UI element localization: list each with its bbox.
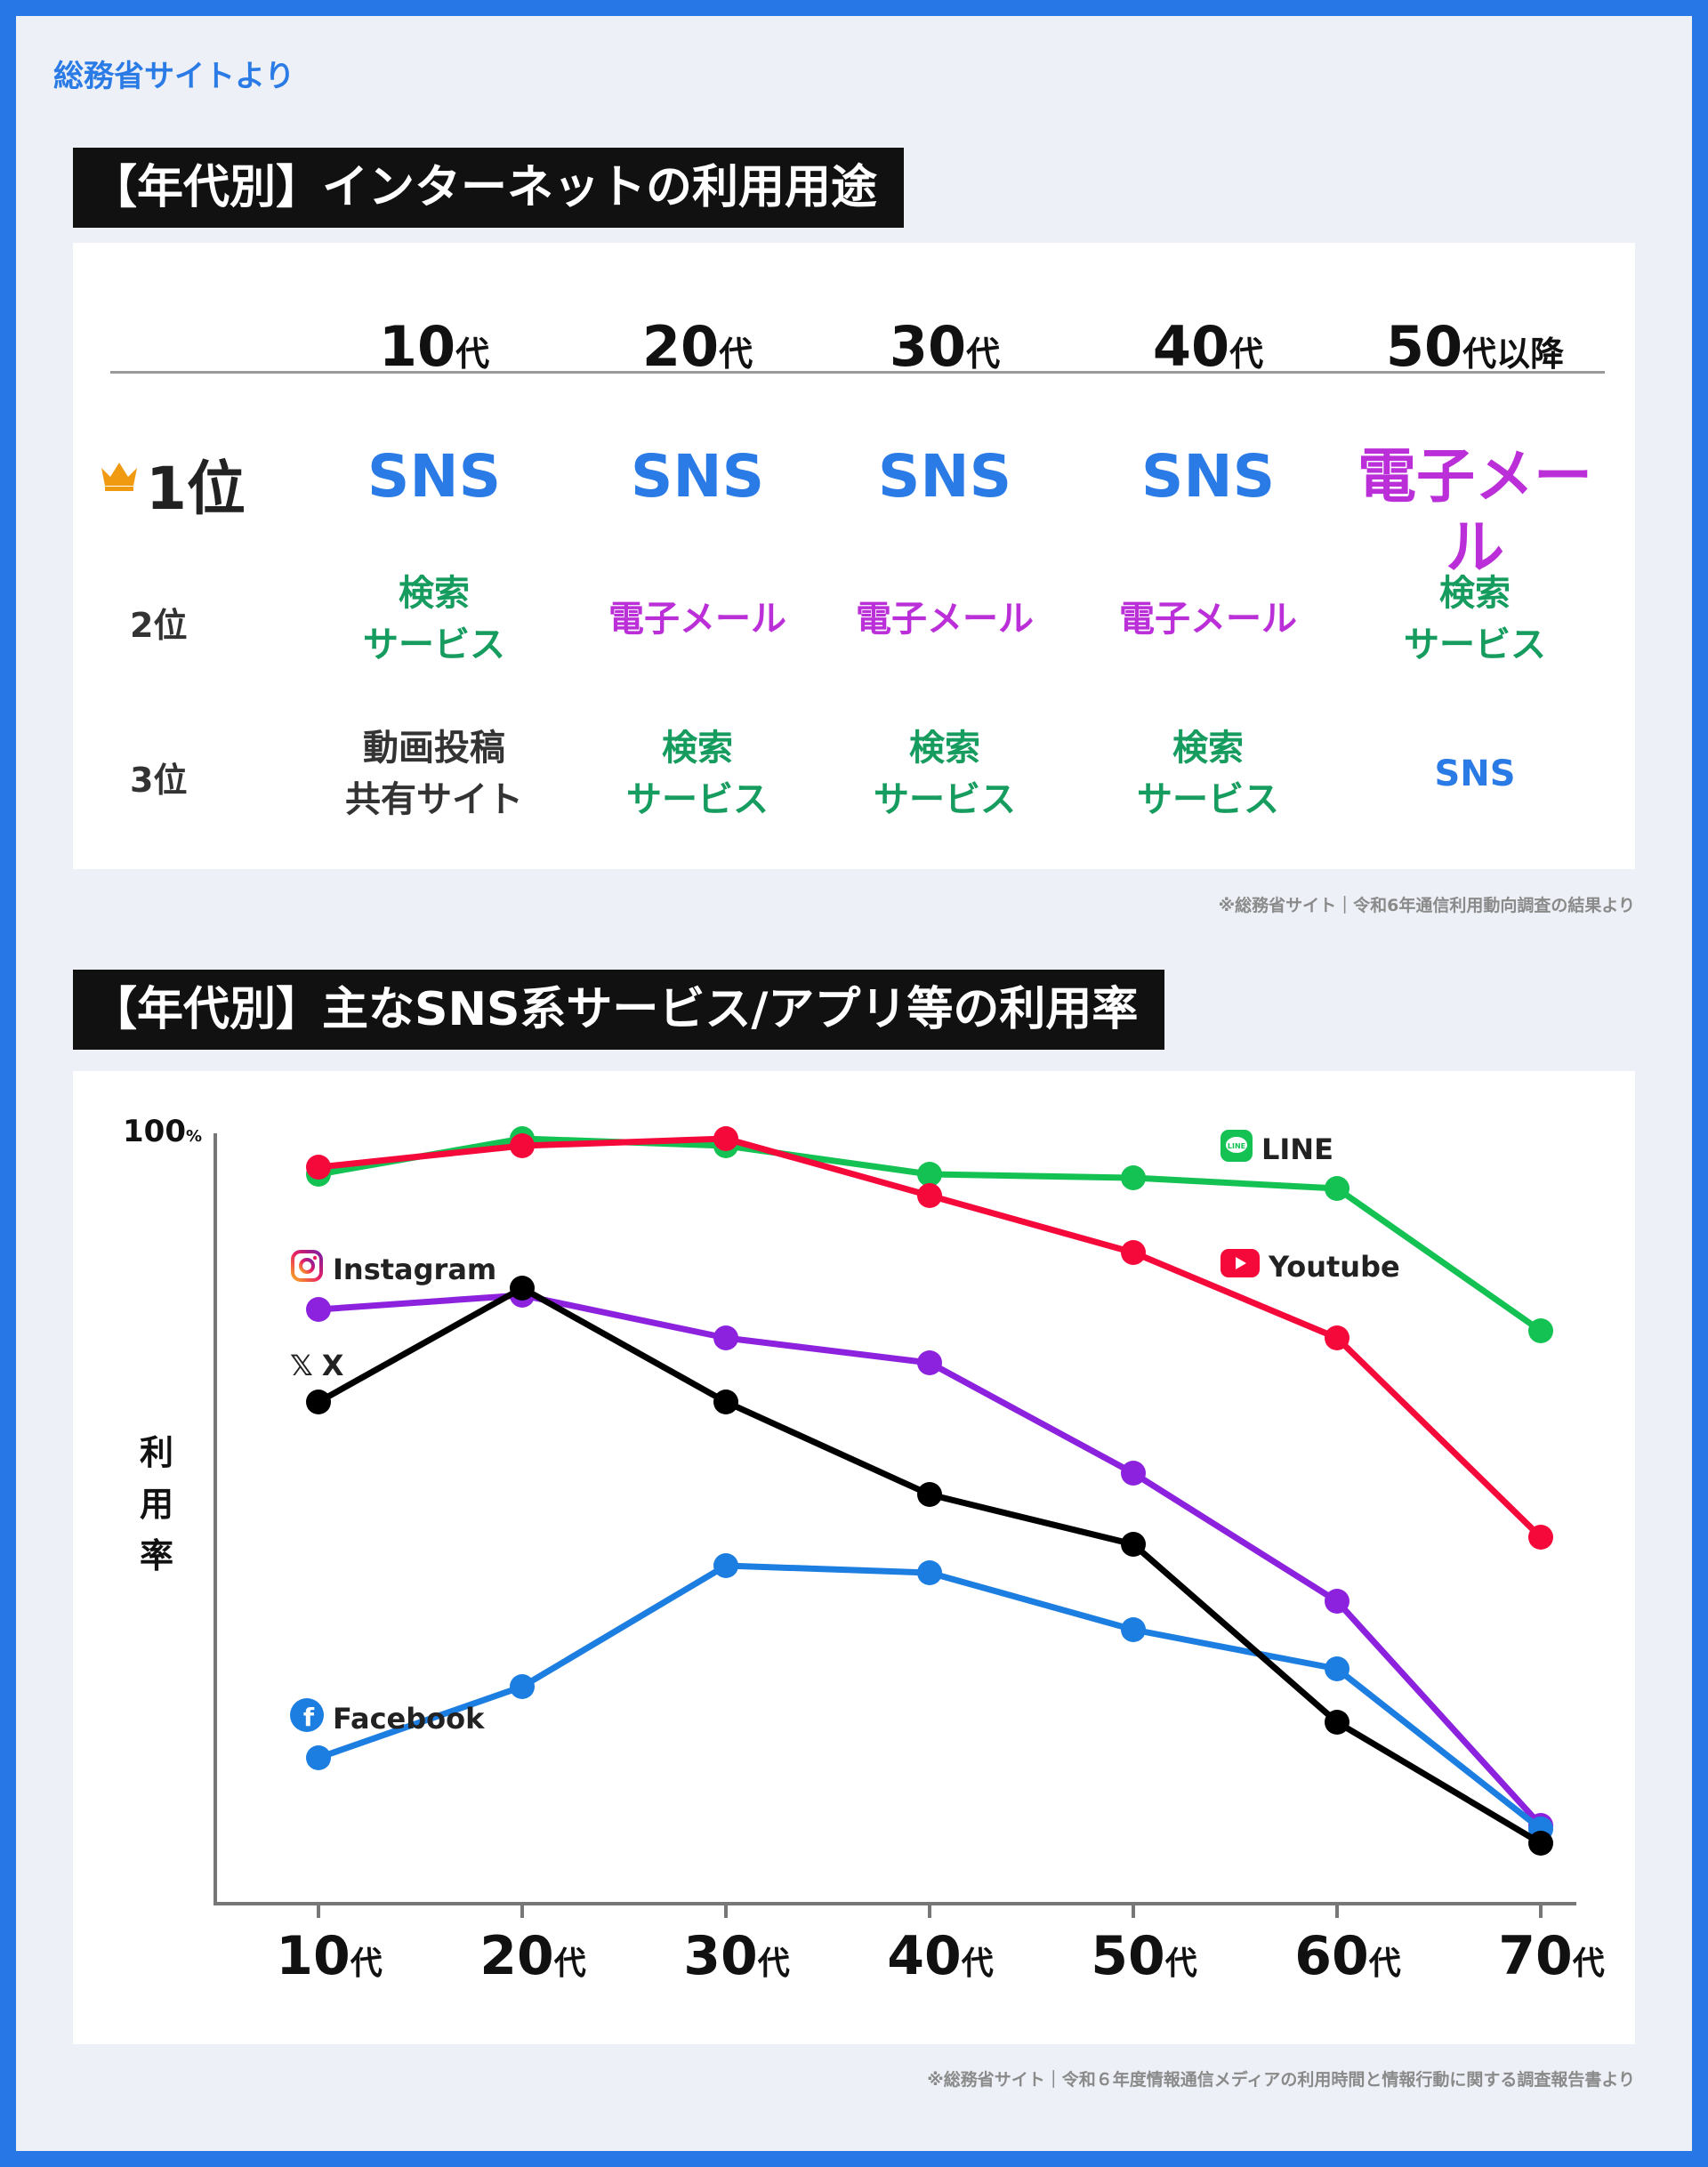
- y-max-label: 100%: [123, 1114, 203, 1149]
- rank-label-1: 1位: [146, 455, 246, 523]
- section1-title: 【年代別】インターネットの利用用途: [73, 148, 905, 228]
- legend-youtube-label: Youtube: [1269, 1250, 1400, 1284]
- point-line-3: [917, 1162, 942, 1187]
- rank-2-cell-0: 検索 サービス: [363, 573, 505, 665]
- section1-note: ※総務省サイト｜令和6年通信利用動向調査の結果より: [1218, 896, 1635, 915]
- point-x-1: [510, 1276, 535, 1301]
- point-x-5: [1325, 1710, 1349, 1735]
- series-line-facebook: [317, 1562, 1543, 1832]
- x-tick-label-1: 20代: [479, 1925, 586, 1987]
- rank-3-cell-3: 検索 サービス: [1137, 728, 1279, 820]
- point-x-6: [1528, 1831, 1553, 1856]
- legend-facebook-label: Facebook: [333, 1702, 485, 1736]
- crown-icon: [100, 461, 139, 495]
- rank-2-cell-3: 電子メール: [1119, 599, 1297, 640]
- point-line-4: [1121, 1165, 1146, 1190]
- legend-x: 𝕏 X: [290, 1349, 343, 1382]
- source-tag: 総務省サイトより: [53, 59, 295, 94]
- x-tick-label-4: 50代: [1091, 1925, 1197, 1987]
- point-youtube-4: [1121, 1240, 1146, 1265]
- page: 総務省サイトより 【年代別】インターネットの利用用途 10代 20代 30代 40代 5…: [16, 16, 1692, 2151]
- column-header-2: 30代: [889, 314, 1001, 379]
- point-x-0: [306, 1390, 331, 1414]
- line-app-icon: LINE: [1221, 1130, 1253, 1169]
- rank-1-cell-1: SNS: [630, 442, 765, 511]
- point-facebook-1: [510, 1674, 535, 1699]
- point-facebook-5: [1325, 1656, 1349, 1681]
- instagram-icon: [290, 1249, 324, 1290]
- point-x-3: [917, 1482, 942, 1507]
- rank-2-cell-4: 検索 サービス: [1404, 573, 1546, 665]
- x-logo-icon: 𝕏: [290, 1349, 313, 1382]
- legend-instagram-label: Instagram: [333, 1253, 497, 1286]
- rank-3-cell-4: SNS: [1434, 753, 1516, 794]
- legend-instagram: Instagram: [290, 1249, 496, 1290]
- point-youtube-6: [1528, 1525, 1553, 1550]
- legend-facebook: f Facebook: [290, 1698, 484, 1739]
- rank-2-cell-1: 電子メール: [608, 599, 786, 640]
- point-instagram-5: [1325, 1589, 1349, 1614]
- x-tick-label-0: 10代: [276, 1925, 383, 1987]
- point-instagram-3: [917, 1350, 942, 1375]
- point-youtube-0: [306, 1155, 331, 1180]
- point-youtube-5: [1325, 1325, 1349, 1350]
- point-line-5: [1325, 1176, 1349, 1201]
- point-facebook-0: [306, 1745, 331, 1770]
- youtube-icon: [1221, 1249, 1260, 1285]
- rank-3-cell-0: 動画投稿 共有サイト: [345, 728, 523, 820]
- point-youtube-3: [917, 1183, 942, 1208]
- rank-3-cell-1: 検索 サービス: [626, 728, 769, 820]
- x-tick-label-2: 30代: [683, 1925, 790, 1987]
- svg-text:f: f: [303, 1703, 315, 1732]
- point-x-2: [713, 1390, 738, 1414]
- point-youtube-2: [713, 1126, 738, 1151]
- point-instagram-2: [713, 1325, 738, 1350]
- point-youtube-1: [510, 1133, 535, 1158]
- svg-text:LINE: LINE: [1228, 1142, 1245, 1150]
- rank-2-cell-2: 電子メール: [856, 599, 1034, 640]
- chart-plot: [214, 1126, 1576, 1918]
- point-instagram-4: [1121, 1461, 1146, 1486]
- table-divider: [110, 371, 1605, 374]
- rank-3-cell-2: 検索 サービス: [874, 728, 1016, 820]
- section2-title: 【年代別】主なSNS系サービス/アプリ等の利用率: [73, 970, 1165, 1050]
- column-header-0: 10代: [378, 314, 490, 379]
- facebook-icon: f: [290, 1698, 324, 1739]
- x-tick-label-3: 40代: [887, 1925, 994, 1987]
- x-tick-label-6: 70代: [1498, 1925, 1605, 1987]
- point-x-4: [1121, 1532, 1146, 1557]
- y-axis-label: 利 用 率: [139, 1433, 173, 1575]
- legend-x-label: X: [321, 1349, 344, 1382]
- rank-1-cell-4: 電子メール: [1358, 442, 1592, 582]
- rank-label-3: 3位: [130, 761, 188, 800]
- legend-line: LINE LINE: [1221, 1130, 1333, 1169]
- usage-line-chart: 100% 利 用 率 10代 20代 30代 40代 50代 60代 70代 LINE LI…: [73, 1071, 1635, 2044]
- rank-1-cell-2: SNS: [877, 442, 1012, 511]
- point-facebook-2: [713, 1553, 738, 1578]
- column-header-4: 50代以降: [1385, 314, 1565, 379]
- point-line-6: [1528, 1318, 1553, 1343]
- x-tick-label-5: 60代: [1294, 1925, 1401, 1987]
- point-facebook-4: [1121, 1617, 1146, 1642]
- legend-youtube: Youtube: [1221, 1249, 1400, 1285]
- section2-note: ※総務省サイト｜令和６年度情報通信メディアの利用時間と情報行動に関する調査報告書…: [927, 2070, 1635, 2090]
- column-header-3: 40代: [1152, 314, 1264, 379]
- column-header-1: 20代: [641, 314, 753, 379]
- point-instagram-0: [306, 1297, 331, 1322]
- point-facebook-3: [917, 1560, 942, 1585]
- ranking-table: 10代 20代 30代 40代 50代以降 1位 SNS SNS SNS SNS 電子メール 2位検…: [73, 243, 1635, 869]
- rank-label-2: 2位: [130, 606, 188, 645]
- rank-1-cell-0: SNS: [367, 442, 502, 511]
- legend-line-label: LINE: [1261, 1132, 1333, 1166]
- rank-1-cell-3: SNS: [1140, 442, 1276, 511]
